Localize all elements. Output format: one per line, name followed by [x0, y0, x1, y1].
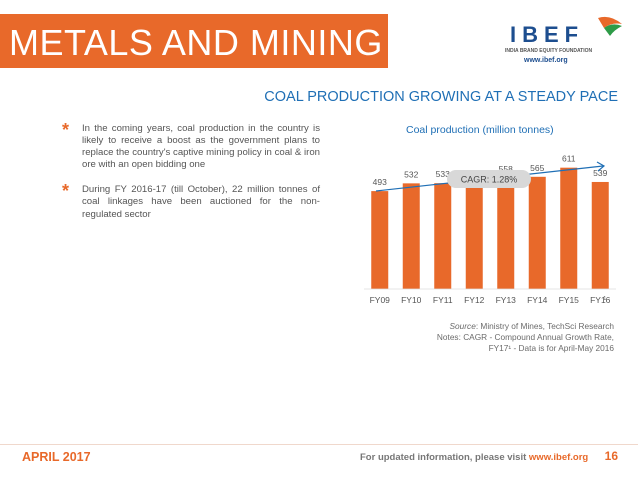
coal-production-chart: 493FY09532FY10533FY11540FY12558FY13565FY…: [364, 154, 616, 305]
bullet-text: During FY 2016-17 (till October), 22 mil…: [82, 184, 320, 220]
footer-text: For updated information, please visit ww…: [360, 452, 588, 463]
cagr-annotation: CAGR: 1.28%: [461, 175, 518, 185]
page-number: 16: [604, 449, 618, 463]
logo-text: IBEF: [510, 22, 585, 47]
slide-subtitle: COAL PRODUCTION GROWING AT A STEADY PACE: [264, 89, 618, 105]
bar-fy14: [528, 176, 546, 289]
data-label-fy09: 493: [373, 177, 387, 187]
bar-fy13: [497, 178, 515, 289]
source-notes: Source: Ministry of Mines, TechSci Resea…: [364, 321, 614, 354]
tick-label-fy14: FY14: [527, 295, 548, 305]
logo-flag-orange-icon: [598, 16, 622, 28]
tick-label-fy12: FY12: [464, 295, 485, 305]
title-banner: [0, 14, 388, 68]
tick-label-fy09: FY09: [370, 295, 391, 305]
bar-fy11: [434, 183, 452, 289]
logo-graphic: [598, 16, 622, 36]
tick-label-fy16: FY16: [590, 295, 611, 305]
footer-label: For updated information, please visit: [360, 452, 529, 463]
logo-flag-green-icon: [604, 24, 622, 36]
cagr-arrowhead-icon: [596, 161, 606, 172]
bar-fy10: [402, 183, 420, 289]
bullet-list: * In the coming years, coal production i…: [62, 120, 320, 234]
tick-label-fy10: FY10: [401, 295, 422, 305]
page-title: METALS AND MINING: [9, 22, 383, 63]
bullet-text: In the coming years, coal production in …: [82, 123, 320, 171]
data-label-fy14: 565: [530, 163, 544, 173]
data-label-fy10: 532: [404, 169, 418, 179]
bullet-item: * In the coming years, coal production i…: [62, 120, 320, 171]
source-label: Source: [449, 321, 476, 331]
logo-url: www.ibef.org: [524, 57, 568, 64]
source-text: : Ministry of Mines, TechSci Research: [475, 321, 614, 331]
footer-date: APRIL 2017: [22, 450, 91, 464]
logo-tagline: INDIA BRAND EQUITY FOUNDATION: [505, 48, 593, 54]
tick-label-fy15: FY15: [559, 295, 580, 305]
data-label-fy11: 533: [436, 169, 450, 179]
data-label-fy13: 558: [499, 164, 513, 174]
bar-fy16: [591, 181, 609, 289]
notes-line-1: Notes: CAGR - Compound Annual Growth Rat…: [436, 332, 614, 342]
footer-link[interactable]: www.ibef.org: [528, 452, 589, 463]
cagr-badge: [447, 170, 531, 188]
bullet-item: * During FY 2016-17 (till October), 22 m…: [62, 181, 320, 220]
bar-fy15: [560, 167, 578, 289]
tick-label-fy13: FY13: [496, 295, 517, 305]
star-bullet-icon: *: [62, 120, 70, 140]
chart-title: Coal production (million tonnes): [406, 124, 554, 136]
bar-fy12: [465, 181, 483, 289]
star-bullet-icon: *: [62, 181, 70, 202]
notes-line-2: FY17¹ - Data is for April-May 2016: [488, 343, 614, 353]
tick-label-fy11: FY11: [433, 295, 453, 305]
tick-superscript: 1: [603, 296, 606, 302]
data-label-fy15: 611: [562, 154, 576, 164]
bar-fy09: [371, 191, 389, 289]
data-label-fy16: 539: [593, 168, 607, 178]
footer-divider: [0, 444, 638, 445]
